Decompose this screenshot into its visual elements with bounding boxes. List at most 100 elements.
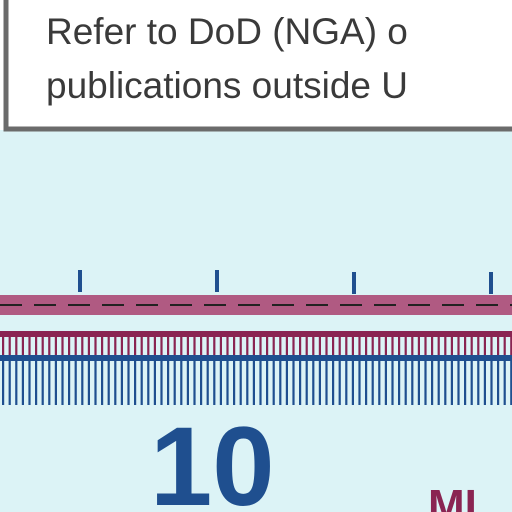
blue-tick <box>384 360 387 405</box>
blue-tick <box>127 360 130 405</box>
blue-tick <box>444 360 447 405</box>
blue-tick <box>226 360 229 405</box>
blue-tick <box>464 360 467 405</box>
blue-tick <box>134 360 137 405</box>
blue-tick <box>15 360 18 405</box>
magenta-tick-group <box>2 336 512 355</box>
magenta-tick <box>8 336 11 355</box>
blue-tick <box>285 360 288 405</box>
blue-tick <box>87 360 90 405</box>
magenta-tick <box>345 336 348 355</box>
blue-tick <box>160 360 163 405</box>
blue-tick <box>239 360 242 405</box>
magenta-tick <box>114 336 117 355</box>
magenta-tick <box>312 336 315 355</box>
blue-tick <box>450 360 453 405</box>
blue-tick <box>351 360 354 405</box>
blue-tick <box>325 360 328 405</box>
blue-tick <box>233 360 236 405</box>
magenta-tick <box>483 336 486 355</box>
magenta-tick <box>180 336 183 355</box>
magenta-tick <box>404 336 407 355</box>
blue-tick <box>101 360 104 405</box>
magenta-tick <box>266 336 269 355</box>
blue-upper-ticks <box>78 270 493 294</box>
magenta-tick <box>371 336 374 355</box>
magenta-tick <box>477 336 480 355</box>
blue-tick <box>318 360 321 405</box>
blue-tick <box>48 360 51 405</box>
magenta-tick <box>259 336 262 355</box>
blue-tick <box>180 360 183 405</box>
magenta-tick <box>444 336 447 355</box>
blue-tick <box>417 360 420 405</box>
blue-tick <box>246 360 249 405</box>
magenta-tick <box>338 336 341 355</box>
blue-tick <box>173 360 176 405</box>
magenta-tick <box>74 336 77 355</box>
magenta-tick <box>457 336 460 355</box>
magenta-tick <box>186 336 189 355</box>
magenta-tick <box>411 336 414 355</box>
magenta-tick <box>279 336 282 355</box>
blue-tick <box>358 360 361 405</box>
blue-tick <box>35 360 38 405</box>
partial-unit-label: MI <box>428 481 477 512</box>
magenta-tick <box>398 336 401 355</box>
magenta-tick <box>226 336 229 355</box>
blue-tick-group <box>2 360 512 405</box>
blue-tick <box>266 360 269 405</box>
blue-tick <box>153 360 156 405</box>
magenta-tick <box>239 336 242 355</box>
magenta-tick <box>365 336 368 355</box>
blue-tick <box>167 360 170 405</box>
magenta-tick <box>140 336 143 355</box>
magenta-tick <box>252 336 255 355</box>
magenta-tick <box>490 336 493 355</box>
blue-tick <box>114 360 117 405</box>
magenta-tick <box>305 336 308 355</box>
blue-tick <box>477 360 480 405</box>
blue-tick <box>279 360 282 405</box>
magenta-tick <box>272 336 275 355</box>
blue-tick <box>147 360 150 405</box>
blue-tick <box>68 360 71 405</box>
blue-tick <box>431 360 434 405</box>
magenta-tick <box>233 336 236 355</box>
blue-tick <box>200 360 203 405</box>
blue-tick <box>94 360 97 405</box>
magenta-tick <box>497 336 500 355</box>
magenta-tick <box>299 336 302 355</box>
magenta-tick <box>193 336 196 355</box>
blue-upper-tick <box>78 270 82 292</box>
magenta-tick <box>351 336 354 355</box>
magenta-tick <box>437 336 440 355</box>
blue-tick <box>81 360 84 405</box>
blue-tick <box>365 360 368 405</box>
blue-tick <box>259 360 262 405</box>
blue-tick <box>398 360 401 405</box>
magenta-tick <box>120 336 123 355</box>
magenta-tick <box>503 336 506 355</box>
blue-tick <box>497 360 500 405</box>
magenta-tick <box>470 336 473 355</box>
magenta-tick <box>101 336 104 355</box>
notice-line-2: publications outside U <box>46 65 408 106</box>
magenta-tick <box>325 336 328 355</box>
blue-tick <box>107 360 110 405</box>
blue-tick <box>213 360 216 405</box>
magenta-tick <box>424 336 427 355</box>
magenta-tick <box>87 336 90 355</box>
magenta-tick <box>61 336 64 355</box>
magenta-tick <box>147 336 150 355</box>
blue-tick <box>61 360 64 405</box>
blue-tick <box>299 360 302 405</box>
magenta-tick <box>167 336 170 355</box>
magenta-tick <box>206 336 209 355</box>
blue-tick <box>74 360 77 405</box>
magenta-tick <box>41 336 44 355</box>
blue-tick <box>391 360 394 405</box>
blue-tick <box>140 360 143 405</box>
magenta-tick <box>81 336 84 355</box>
blue-tick <box>437 360 440 405</box>
